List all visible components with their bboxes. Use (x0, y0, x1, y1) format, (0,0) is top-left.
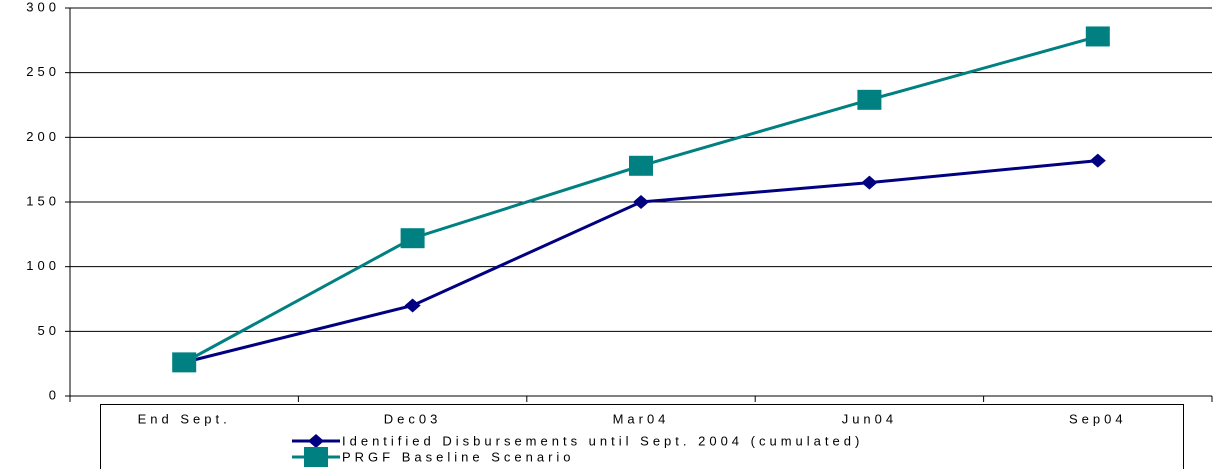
legend-marker (304, 447, 328, 467)
legend-marker (308, 434, 324, 448)
y-tick-label: 200 (26, 129, 60, 144)
data-point (172, 352, 197, 373)
y-tick-label: 50 (38, 323, 60, 338)
x-tick-label: Dec03 (384, 411, 442, 426)
x-tick-label: Sep04 (1069, 411, 1127, 426)
data-point (633, 195, 649, 209)
y-tick-label: 250 (26, 64, 60, 79)
legend-box (100, 404, 1184, 469)
y-tick-label: 300 (26, 0, 60, 14)
series-line (183, 159, 1098, 364)
y-tick-label: 150 (26, 193, 60, 208)
data-point (400, 228, 425, 249)
data-point (1085, 26, 1110, 47)
data-point (404, 298, 421, 313)
x-tick-label: Jun04 (842, 411, 897, 426)
data-point (629, 155, 653, 176)
y-tick-label: 0 (49, 387, 60, 402)
legend-label: Identified Disbursements until Sept. 200… (342, 433, 863, 448)
legend-label: PRGF Baseline Scenario (342, 449, 575, 464)
data-point (861, 175, 878, 190)
y-tick-label: 100 (26, 258, 60, 273)
data-point (1089, 153, 1106, 168)
x-tick-label: End Sept. (138, 411, 231, 426)
x-tick-label: Mar04 (613, 411, 670, 426)
data-point (857, 89, 882, 110)
